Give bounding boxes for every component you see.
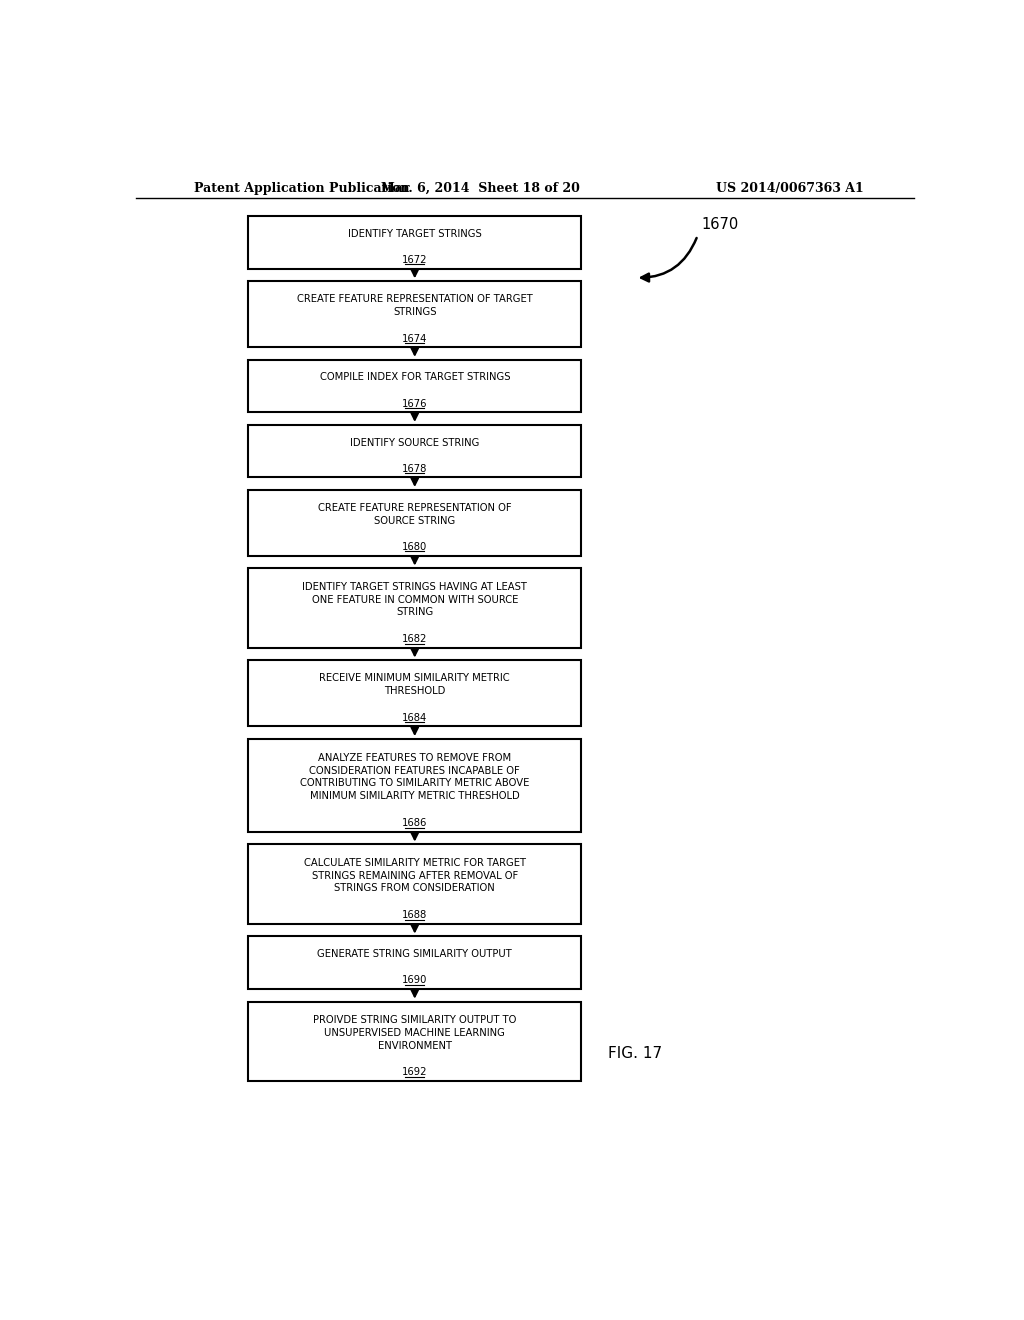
Bar	[248, 425, 582, 478]
Text: IDENTIFY SOURCE STRING: IDENTIFY SOURCE STRING	[350, 437, 479, 447]
Text: 1684: 1684	[402, 713, 427, 723]
Text: Mar. 6, 2014  Sheet 18 of 20: Mar. 6, 2014 Sheet 18 of 20	[381, 182, 580, 194]
Text: GENERATE STRING SIMILARITY OUTPUT: GENERATE STRING SIMILARITY OUTPUT	[317, 949, 512, 960]
Text: 1692: 1692	[402, 1068, 427, 1077]
Text: CREATE FEATURE REPRESENTATION OF TARGET
STRINGS: CREATE FEATURE REPRESENTATION OF TARGET …	[297, 294, 532, 317]
Text: Patent Application Publication: Patent Application Publication	[194, 182, 410, 194]
Bar	[248, 936, 582, 989]
Text: 1676: 1676	[402, 399, 427, 409]
Text: 1678: 1678	[402, 463, 427, 474]
Bar	[248, 845, 582, 924]
Text: US 2014/0067363 A1: US 2014/0067363 A1	[717, 182, 864, 194]
Bar	[248, 660, 582, 726]
Text: IDENTIFY TARGET STRINGS: IDENTIFY TARGET STRINGS	[348, 228, 481, 239]
Bar	[248, 1002, 582, 1081]
Text: PROIVDE STRING SIMILARITY OUTPUT TO
UNSUPERVISED MACHINE LEARNING
ENVIRONMENT: PROIVDE STRING SIMILARITY OUTPUT TO UNSU…	[313, 1015, 516, 1051]
Text: FIG. 17: FIG. 17	[608, 1047, 663, 1061]
Bar	[248, 360, 582, 412]
Text: 1672: 1672	[402, 255, 427, 265]
Text: 1686: 1686	[402, 818, 427, 828]
Text: 1690: 1690	[402, 975, 427, 985]
Bar	[248, 569, 582, 648]
Text: 1674: 1674	[402, 334, 427, 343]
Text: 1688: 1688	[402, 911, 427, 920]
Bar	[248, 281, 582, 347]
Text: CREATE FEATURE REPRESENTATION OF
SOURCE STRING: CREATE FEATURE REPRESENTATION OF SOURCE …	[317, 503, 512, 525]
Text: 1680: 1680	[402, 543, 427, 552]
Text: 1682: 1682	[402, 635, 427, 644]
Bar	[248, 490, 582, 556]
Bar	[248, 216, 582, 268]
Text: RECEIVE MINIMUM SIMILARITY METRIC
THRESHOLD: RECEIVE MINIMUM SIMILARITY METRIC THRESH…	[319, 673, 510, 696]
Text: IDENTIFY TARGET STRINGS HAVING AT LEAST
ONE FEATURE IN COMMON WITH SOURCE
STRING: IDENTIFY TARGET STRINGS HAVING AT LEAST …	[302, 582, 527, 618]
Text: CALCULATE SIMILARITY METRIC FOR TARGET
STRINGS REMAINING AFTER REMOVAL OF
STRING: CALCULATE SIMILARITY METRIC FOR TARGET S…	[304, 858, 525, 894]
Text: ANALYZE FEATURES TO REMOVE FROM
CONSIDERATION FEATURES INCAPABLE OF
CONTRIBUTING: ANALYZE FEATURES TO REMOVE FROM CONSIDER…	[300, 752, 529, 801]
Text: 1670: 1670	[701, 216, 738, 231]
Text: COMPILE INDEX FOR TARGET STRINGS: COMPILE INDEX FOR TARGET STRINGS	[319, 372, 510, 383]
Bar	[248, 739, 582, 832]
